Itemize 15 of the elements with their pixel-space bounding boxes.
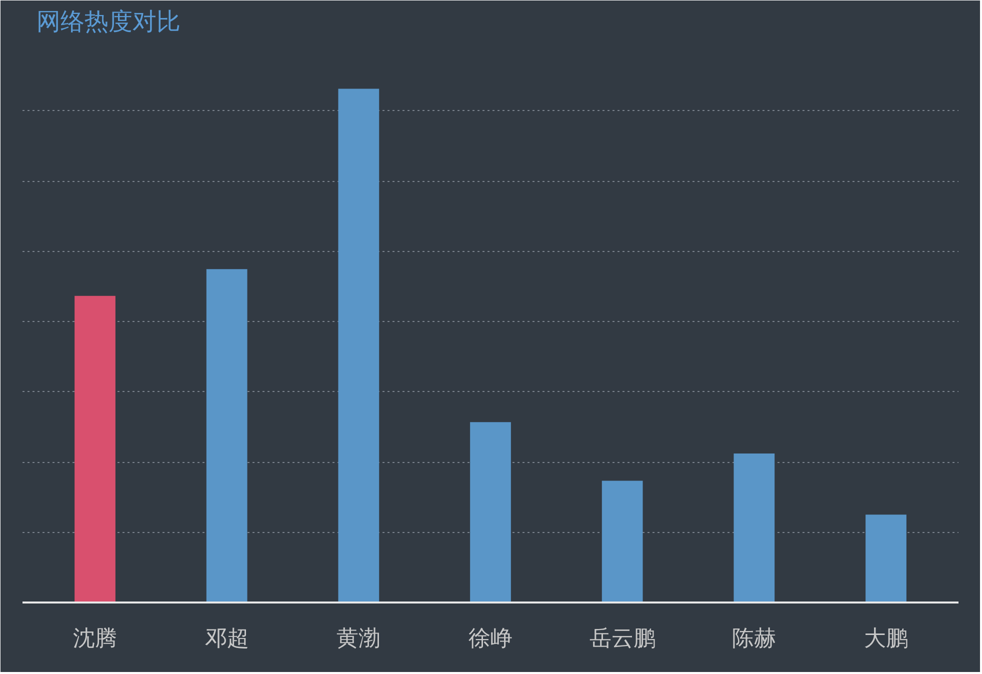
chart-title: 网络热度对比 [36,8,180,36]
bar [338,88,380,602]
bar [866,514,906,602]
x-tick-label: 岳云鹏 [589,626,656,652]
x-tick-label: 沈腾 [73,626,118,652]
bar [602,480,643,602]
bar [206,269,248,602]
x-tick-label: 黄渤 [336,626,381,652]
x-tick-label: 大鹏 [864,626,908,652]
bar [74,296,116,602]
x-tick-label: 邓超 [204,626,249,652]
bar [470,422,511,602]
x-tick-label: 陈赫 [732,626,776,652]
x-tick-label: 徐峥 [468,626,512,652]
bar [734,454,775,602]
